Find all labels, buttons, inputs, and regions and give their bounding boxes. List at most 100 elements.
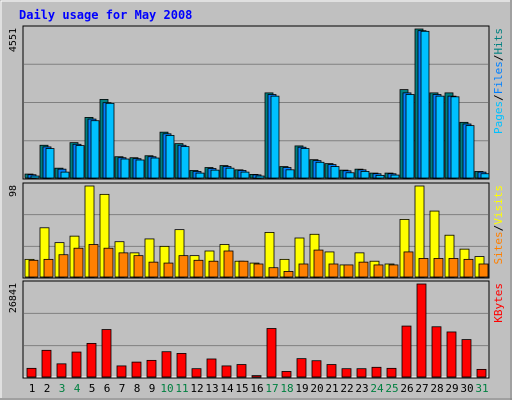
bar-pages-day-2 bbox=[45, 148, 55, 179]
x-tick-label-day-5: 5 bbox=[89, 382, 96, 395]
chart-title: Daily usage for May 2008 bbox=[19, 8, 192, 22]
bar-sites-day-11 bbox=[178, 255, 189, 278]
legend-entry: KBytes bbox=[492, 283, 505, 323]
bar-kbytes-day-3 bbox=[56, 363, 67, 378]
bar-pages-day-15 bbox=[240, 171, 250, 179]
x-tick-label-day-24: 24 bbox=[370, 382, 384, 395]
bar-kbytes-day-14 bbox=[221, 365, 232, 378]
bar-pages-day-23 bbox=[360, 171, 370, 179]
legend-entry: / bbox=[492, 55, 505, 62]
bar-kbytes-day-16 bbox=[251, 375, 262, 378]
bar-kbytes-day-7 bbox=[116, 365, 127, 378]
bar-kbytes-day-31 bbox=[476, 368, 487, 378]
x-tick-label-day-11: 11 bbox=[175, 382, 188, 395]
bar-kbytes-day-6 bbox=[101, 329, 112, 378]
x-tick-label-day-10: 10 bbox=[160, 382, 173, 395]
bar-kbytes-day-24 bbox=[371, 366, 382, 378]
x-tick-label-day-7: 7 bbox=[119, 382, 126, 395]
bar-sites-day-20 bbox=[313, 249, 324, 278]
legend-entry: Pages bbox=[492, 101, 505, 134]
x-tick-label-day-1: 1 bbox=[29, 382, 36, 395]
bar-kbytes-day-22 bbox=[341, 368, 352, 378]
x-tick-label-day-30: 30 bbox=[460, 382, 473, 395]
bar-pages-day-8 bbox=[135, 159, 145, 179]
bar-kbytes-day-2 bbox=[41, 349, 52, 378]
bar-pages-day-21 bbox=[330, 166, 340, 179]
bar-pages-day-14 bbox=[225, 167, 235, 179]
bar-sites-day-22 bbox=[343, 264, 354, 278]
bar-pages-day-1 bbox=[30, 175, 40, 179]
x-tick-label-day-27: 27 bbox=[415, 382, 428, 395]
bar-pages-day-3 bbox=[60, 171, 70, 179]
bar-kbytes-day-18 bbox=[281, 371, 292, 378]
bar-sites-day-27 bbox=[418, 258, 429, 278]
legend-visits: Sites/Visits bbox=[492, 185, 505, 265]
bar-pages-day-25 bbox=[390, 174, 400, 179]
x-tick-label-day-18: 18 bbox=[280, 382, 293, 395]
bar-pages-day-17 bbox=[270, 95, 280, 179]
x-tick-label-day-31: 31 bbox=[475, 382, 488, 395]
bar-sites-day-5 bbox=[88, 244, 99, 278]
x-tick-label-day-17: 17 bbox=[265, 382, 278, 395]
x-tick-label-day-13: 13 bbox=[205, 382, 218, 395]
bar-sites-day-1 bbox=[28, 259, 39, 278]
legend-entry: Visits bbox=[492, 185, 505, 225]
bar-pages-day-30 bbox=[465, 125, 475, 179]
bar-kbytes-day-5 bbox=[86, 342, 97, 378]
x-tick-label-day-12: 12 bbox=[190, 382, 203, 395]
x-tick-label-day-6: 6 bbox=[104, 382, 111, 395]
bar-kbytes-day-13 bbox=[206, 358, 217, 378]
max-label-visits: 98 bbox=[8, 185, 19, 197]
bar-kbytes-day-12 bbox=[191, 368, 202, 378]
bar-sites-day-19 bbox=[298, 263, 309, 278]
x-tick-label-day-23: 23 bbox=[355, 382, 368, 395]
bar-pages-day-5 bbox=[90, 120, 100, 179]
bar-sites-day-26 bbox=[403, 251, 414, 278]
x-tick-label-day-19: 19 bbox=[295, 382, 308, 395]
x-tick-label-day-15: 15 bbox=[235, 382, 248, 395]
x-tick-label-day-3: 3 bbox=[59, 382, 66, 395]
bar-sites-day-12 bbox=[193, 259, 204, 278]
bar-sites-day-10 bbox=[163, 262, 174, 278]
bar-kbytes-day-27 bbox=[416, 283, 427, 378]
bar-sites-day-18 bbox=[283, 271, 294, 278]
legend-entry: / bbox=[492, 225, 505, 232]
legend-entry: Sites bbox=[492, 231, 505, 264]
bar-sites-day-29 bbox=[448, 258, 459, 278]
bar-sites-day-6 bbox=[103, 247, 114, 278]
bar-kbytes-day-17 bbox=[266, 328, 277, 378]
x-tick-label-day-9: 9 bbox=[149, 382, 156, 395]
bar-pages-day-6 bbox=[105, 102, 115, 179]
bar-kbytes-day-9 bbox=[146, 359, 157, 378]
bar-sites-day-3 bbox=[58, 254, 69, 278]
bar-kbytes-day-4 bbox=[71, 351, 82, 378]
bar-pages-day-9 bbox=[150, 157, 160, 179]
max-label-kbytes: 26841 bbox=[8, 283, 19, 313]
bar-pages-day-12 bbox=[195, 172, 205, 179]
bar-pages-day-24 bbox=[375, 174, 385, 179]
max-label-hits: 4551 bbox=[8, 28, 19, 52]
bar-kbytes-day-26 bbox=[401, 325, 412, 378]
x-tick-label-day-26: 26 bbox=[400, 382, 413, 395]
bar-pages-day-19 bbox=[300, 148, 310, 179]
bar-pages-day-10 bbox=[165, 135, 175, 179]
x-tick-label-day-21: 21 bbox=[325, 382, 338, 395]
legend-entry: Hits bbox=[492, 28, 505, 55]
bar-pages-day-28 bbox=[435, 95, 445, 179]
bar-pages-day-16 bbox=[255, 175, 265, 179]
bar-sites-day-9 bbox=[148, 261, 159, 278]
bar-kbytes-day-21 bbox=[326, 364, 337, 378]
bar-pages-day-11 bbox=[180, 146, 190, 179]
bar-sites-day-15 bbox=[238, 260, 249, 278]
legend-entry: Files bbox=[492, 61, 505, 94]
bar-kbytes-day-29 bbox=[446, 331, 457, 378]
bar-kbytes-day-19 bbox=[296, 358, 307, 378]
bar-sites-day-4 bbox=[73, 247, 84, 278]
x-tick-label-day-16: 16 bbox=[250, 382, 263, 395]
bar-sites-day-16 bbox=[253, 263, 264, 278]
bar-pages-day-31 bbox=[480, 173, 490, 179]
legend-hits: Pages/Files/Hits bbox=[492, 28, 505, 134]
x-tick-label-day-20: 20 bbox=[310, 382, 323, 395]
